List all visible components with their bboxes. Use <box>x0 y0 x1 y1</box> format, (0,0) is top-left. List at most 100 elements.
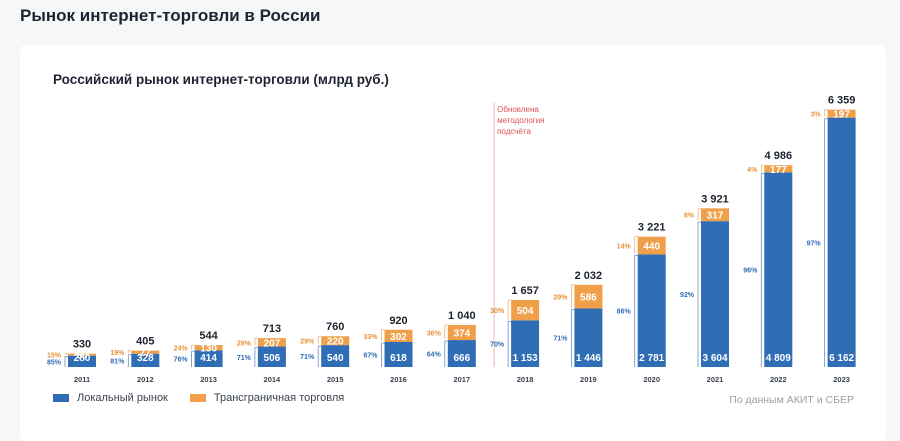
total-label: 544 <box>199 330 218 342</box>
share-label-local: 92% <box>680 292 695 299</box>
x-tick-label: 2020 <box>643 375 660 384</box>
bar-crossborder <box>447 324 476 341</box>
data-label-crossborder: 302 <box>390 332 407 343</box>
chart-legend: Локальный рынок Трансграничная торговля <box>53 392 344 404</box>
share-label-local: 71% <box>237 355 252 362</box>
data-label-crossborder: 504 <box>517 306 534 317</box>
data-label-local: 3 604 <box>702 353 727 364</box>
share-label-crossborder: 30% <box>490 308 505 315</box>
bar-local <box>68 355 96 367</box>
data-label-local: 414 <box>200 353 217 364</box>
legend-label-local: Локальный рынок <box>77 392 168 404</box>
bar-local <box>321 345 350 367</box>
bar-local <box>131 353 160 367</box>
data-label-crossborder: 586 <box>580 293 597 304</box>
total-label: 1 040 <box>448 310 476 322</box>
share-label-local: 71% <box>553 336 568 343</box>
bar-crossborder <box>321 336 350 346</box>
total-label: 6 359 <box>828 95 856 107</box>
total-label: 405 <box>136 336 154 348</box>
chart-card: Российский рынок интернет-торговли (млрд… <box>20 45 886 441</box>
total-label: 713 <box>263 323 281 335</box>
total-label: 760 <box>326 321 344 333</box>
methodology-annotation-line: Обновлена <box>497 105 539 114</box>
data-label-crossborder: 130 <box>200 344 217 355</box>
data-label-local: 1 446 <box>576 353 601 364</box>
share-label-crossborder: 24% <box>174 346 189 353</box>
data-label-local: 540 <box>327 353 344 364</box>
bar-local <box>764 172 793 367</box>
source-note: По данным АКИТ и СБЕР <box>729 394 854 406</box>
bar-crossborder <box>511 299 540 321</box>
x-tick-label: 2022 <box>770 375 787 384</box>
share-label-crossborder: 19% <box>110 350 125 357</box>
bar-local <box>511 320 540 367</box>
x-tick-label: 2013 <box>200 375 217 384</box>
data-label-crossborder: 77 <box>140 348 152 359</box>
share-label-local: 67% <box>363 352 378 359</box>
legend-label-crossborder: Трансграничная торговля <box>213 392 345 404</box>
bar-crossborder <box>764 165 793 173</box>
share-label-local: 70% <box>490 342 505 349</box>
methodology-annotation-line: подсчёта <box>497 127 531 136</box>
bar-local <box>384 341 413 367</box>
data-label-crossborder: 197 <box>833 110 850 121</box>
data-label-local: 4 809 <box>766 353 791 364</box>
methodology-annotation-line: методология <box>497 116 544 125</box>
share-label-crossborder: 8% <box>684 213 695 220</box>
bar-local <box>701 221 729 367</box>
data-label-crossborder: 50 <box>76 351 88 362</box>
bar-crossborder <box>637 236 666 255</box>
data-label-crossborder: 177 <box>770 165 787 176</box>
share-label-local: 71% <box>300 354 315 361</box>
share-label-crossborder: 29% <box>553 295 568 302</box>
bar-crossborder <box>194 344 223 351</box>
legend-item-local: Локальный рынок <box>53 392 168 404</box>
data-label-crossborder: 440 <box>643 242 660 253</box>
data-label-crossborder: 220 <box>327 337 344 348</box>
legend-swatch-local <box>53 394 69 402</box>
total-label: 920 <box>389 315 407 327</box>
total-label: 4 986 <box>765 150 793 162</box>
data-label-crossborder: 317 <box>707 211 724 222</box>
total-label: 330 <box>73 339 91 351</box>
data-label-local: 328 <box>137 353 154 364</box>
data-label-local: 6 162 <box>829 353 854 364</box>
share-label-crossborder: 29% <box>300 339 315 346</box>
bar-crossborder <box>827 109 856 118</box>
x-tick-label: 2016 <box>390 375 407 384</box>
bar-local <box>827 117 856 367</box>
data-label-local: 2 781 <box>639 353 664 364</box>
bar-crossborder <box>68 353 96 356</box>
share-label-crossborder: 4% <box>747 167 758 174</box>
bar-local <box>447 340 476 367</box>
bar-local <box>194 350 223 367</box>
legend-item-crossborder: Трансграничная торговля <box>189 392 345 404</box>
x-tick-label: 2014 <box>264 375 282 384</box>
data-label-local: 666 <box>453 353 470 364</box>
share-label-crossborder: 33% <box>363 334 378 341</box>
total-label: 3 921 <box>701 193 729 205</box>
data-label-local: 1 153 <box>513 353 538 364</box>
bar-crossborder <box>257 338 286 347</box>
data-label-local: 506 <box>264 353 281 364</box>
share-label-crossborder: 14% <box>617 244 632 251</box>
share-label-local: 76% <box>174 357 189 364</box>
share-label-local: 97% <box>807 240 822 247</box>
x-tick-label: 2019 <box>580 375 597 384</box>
bar-crossborder <box>131 350 160 354</box>
legend-swatch-crossborder <box>189 394 206 402</box>
share-label-crossborder: 36% <box>427 330 442 337</box>
share-label-crossborder: 3% <box>810 112 821 119</box>
page-title: Рынок интернет-торговли в России <box>20 6 321 25</box>
total-label: 2 032 <box>575 270 603 282</box>
x-tick-label: 2021 <box>707 375 724 384</box>
data-label-crossborder: 374 <box>453 328 470 339</box>
share-label-crossborder: 29% <box>237 340 252 347</box>
share-label-local: 81% <box>110 358 125 365</box>
bar-crossborder <box>574 284 603 309</box>
share-label-crossborder: 15% <box>47 353 62 360</box>
x-tick-label: 2015 <box>327 375 344 384</box>
x-tick-label: 2023 <box>833 375 850 384</box>
data-label-crossborder: 207 <box>264 338 281 349</box>
